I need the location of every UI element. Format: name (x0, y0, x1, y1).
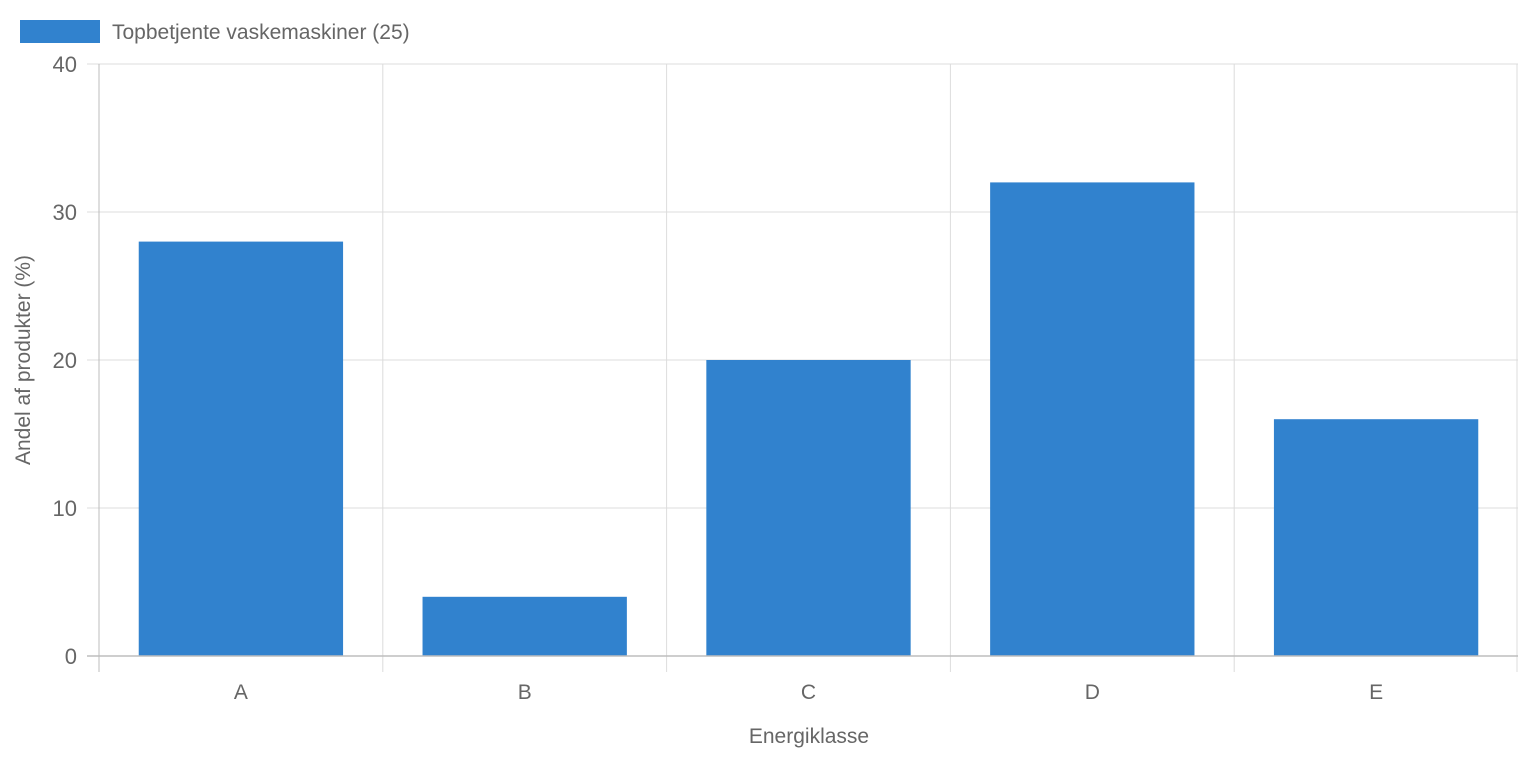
x-tick-label: C (801, 681, 816, 704)
y-tick-label: 10 (53, 496, 77, 521)
y-tick-label: 40 (53, 52, 77, 77)
x-axis-title: Energiklasse (749, 725, 869, 748)
legend-swatch[interactable] (20, 20, 100, 43)
legend[interactable]: Topbetjente vaskemaskiner (25) (20, 20, 410, 44)
x-tick-label: E (1369, 681, 1383, 704)
legend-label[interactable]: Topbetjente vaskemaskiner (25) (112, 21, 410, 44)
y-tick-label: 0 (65, 644, 77, 669)
y-axis-title: Andel af produkter (%) (12, 255, 35, 465)
bar-d[interactable] (990, 182, 1195, 656)
x-tick-label: D (1085, 681, 1100, 704)
y-tick-label: 30 (53, 200, 77, 225)
bars (138, 182, 1479, 656)
x-tick-label: A (234, 681, 248, 704)
bar-a[interactable] (138, 241, 344, 656)
bar-e[interactable] (1273, 419, 1479, 656)
axes: 0 10 20 30 40 A B C D E (53, 52, 1518, 704)
bar-c[interactable] (706, 360, 911, 656)
x-tick-label: B (518, 681, 532, 704)
y-tick-label: 20 (53, 348, 77, 373)
bar-b[interactable] (422, 596, 627, 656)
